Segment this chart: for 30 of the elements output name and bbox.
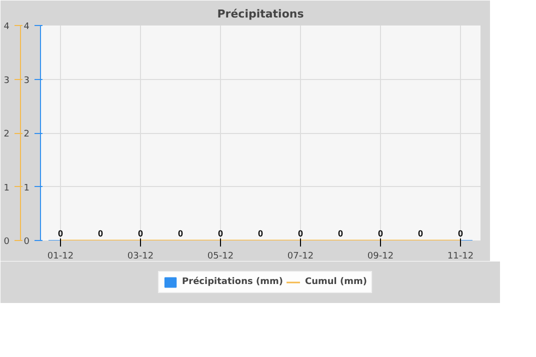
data-label: 0 [178, 228, 184, 238]
data-label: 0 [418, 228, 424, 238]
y2-tick-label: 1 [24, 183, 30, 194]
y-tick-label: 0 [4, 237, 10, 247]
data-label: 0 [138, 228, 144, 238]
data-label: 0 [58, 228, 64, 238]
y-tick-label: 3 [4, 76, 10, 86]
y-tick-label: 2 [4, 130, 10, 140]
data-label: 0 [338, 228, 344, 238]
x-tick-label: 05-12 [207, 252, 234, 262]
x-tick-label: 03-12 [127, 252, 154, 262]
data-label: 0 [218, 228, 224, 238]
data-label: 0 [378, 228, 384, 238]
y2-tick-label: 0 [24, 237, 30, 247]
x-tick-label: 11-12 [447, 252, 474, 262]
y2-tick-label: 2 [24, 130, 30, 140]
x-tick-label: 01-12 [47, 252, 74, 262]
data-label: 0 [458, 228, 464, 238]
y-tick-label: 4 [4, 22, 10, 32]
chart-title: Précipitations [217, 8, 304, 20]
y2-tick-label: 4 [24, 22, 30, 32]
y2-tick-label: 3 [24, 76, 30, 86]
legend-label: Cumul (mm) [304, 276, 367, 288]
data-label: 0 [98, 228, 104, 238]
x-tick-label: 07-12 [287, 252, 314, 262]
data-label: 0 [258, 228, 264, 238]
x-tick-label: 09-12 [367, 252, 394, 262]
y-tick-label: 1 [4, 183, 10, 194]
data-label: 0 [298, 228, 304, 238]
legend-label: Précipitations (mm) [182, 276, 283, 288]
